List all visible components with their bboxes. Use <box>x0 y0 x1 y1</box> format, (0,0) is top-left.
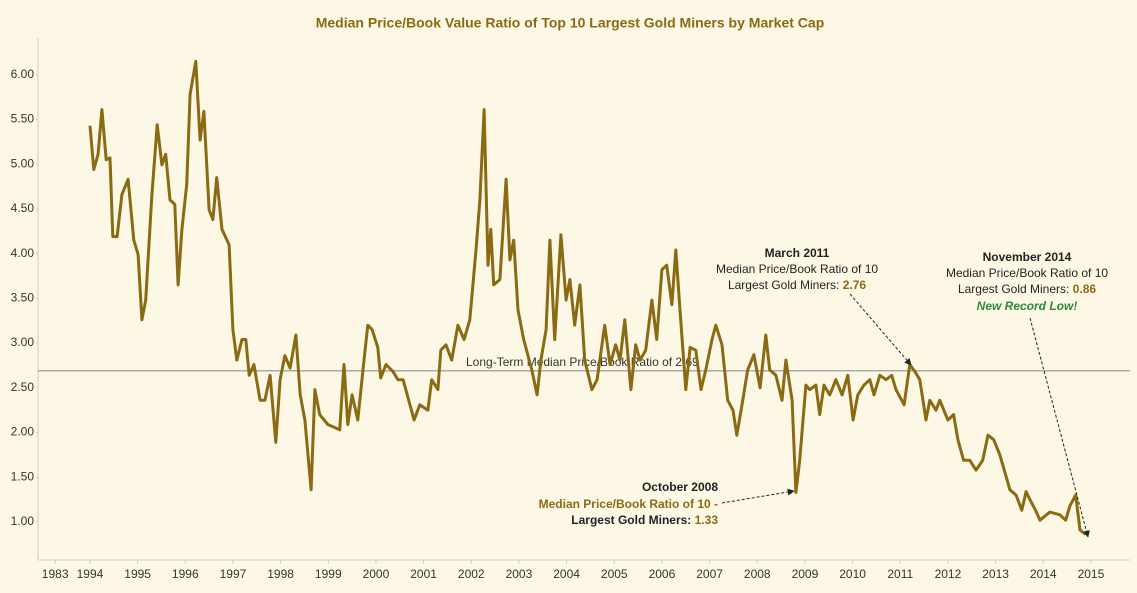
annotation-text: Largest Gold Miners: 1.33 <box>571 513 718 527</box>
x-tick-label: 1995 <box>124 567 151 581</box>
x-tick-label: 2002 <box>458 567 485 581</box>
annotation-arrow <box>849 293 912 366</box>
x-tick-label: 2001 <box>410 567 437 581</box>
annotation-text: Largest Gold Miners: <box>571 513 691 527</box>
x-tick-label: 2009 <box>792 567 819 581</box>
x-tick-label: 1998 <box>267 567 294 581</box>
x-tick-label: 1983 <box>42 567 69 581</box>
annotation-text: Median Price/Book Ratio of 10 <box>946 266 1108 280</box>
annotation-title: November 2014 <box>983 250 1072 264</box>
reference-label: Long-Term Median Price/Book Ratio of 2.6… <box>466 355 699 369</box>
y-tick-label: 5.00 <box>11 156 35 170</box>
y-tick-label: 2.00 <box>11 425 35 439</box>
x-tick-label: 2013 <box>982 567 1009 581</box>
annotation-text: Median Price/Book Ratio of 10 - <box>539 497 718 511</box>
x-tick-label: 2006 <box>649 567 676 581</box>
chart-title: Median Price/Book Value Ratio of Top 10 … <box>316 15 825 31</box>
x-tick-label: 2004 <box>553 567 580 581</box>
y-tick-label: 5.50 <box>11 112 35 126</box>
y-tick-label: 6.00 <box>11 67 35 81</box>
annotation-text: Largest Gold Miners: <box>958 282 1069 296</box>
x-tick-label: 2007 <box>696 567 723 581</box>
annotation-value: 0.86 <box>1073 282 1097 296</box>
x-tick-label: 2014 <box>1030 567 1057 581</box>
annotation-text: Largest Gold Miners: <box>728 278 839 292</box>
y-tick-label: 4.00 <box>11 246 35 260</box>
y-tick-label: 1.00 <box>11 514 35 528</box>
y-tick-label: 1.50 <box>11 469 35 483</box>
x-tick-label: 2008 <box>744 567 771 581</box>
annotation-text: Largest Gold Miners: 2.76 <box>728 278 866 292</box>
annotation-arrow <box>1029 317 1090 538</box>
x-tick-label: 1999 <box>315 567 342 581</box>
annotation-text: Largest Gold Miners: 0.86 <box>958 282 1096 296</box>
x-tick-label: 2003 <box>506 567 533 581</box>
y-tick-label: 4.50 <box>11 201 35 215</box>
data-line <box>88 59 1087 536</box>
y-tick-label: 2.50 <box>11 380 35 394</box>
annotation-text: Median Price/Book Ratio of 10 <box>716 262 878 276</box>
x-tick-label: 2010 <box>839 567 866 581</box>
y-tick-label: 3.50 <box>11 291 35 305</box>
annotation-value: 1.33 <box>695 513 719 527</box>
annotation-arrow <box>721 488 795 504</box>
y-tick-label: 3.00 <box>11 335 35 349</box>
annotation-title: March 2011 <box>765 246 830 260</box>
x-tick-label: 1997 <box>220 567 247 581</box>
x-tick-label: 2011 <box>887 567 913 581</box>
x-tick-label: 2015 <box>1078 567 1105 581</box>
x-tick-label: 2012 <box>935 567 962 581</box>
x-tick-label: 2005 <box>601 567 628 581</box>
annotation-note: New Record Low! <box>977 299 1078 313</box>
annotation-title: October 2008 <box>642 480 718 494</box>
plot-area: 1.00 1.50 2.00 2.50 3.00 3.50 4.00 4.50 5.00 5.50… <box>11 59 1130 581</box>
x-tick-label: 1996 <box>172 567 199 581</box>
x-tick-label: 1994 <box>77 567 104 581</box>
annotation-value: 2.76 <box>843 278 867 292</box>
x-tick-label: 2000 <box>363 567 390 581</box>
